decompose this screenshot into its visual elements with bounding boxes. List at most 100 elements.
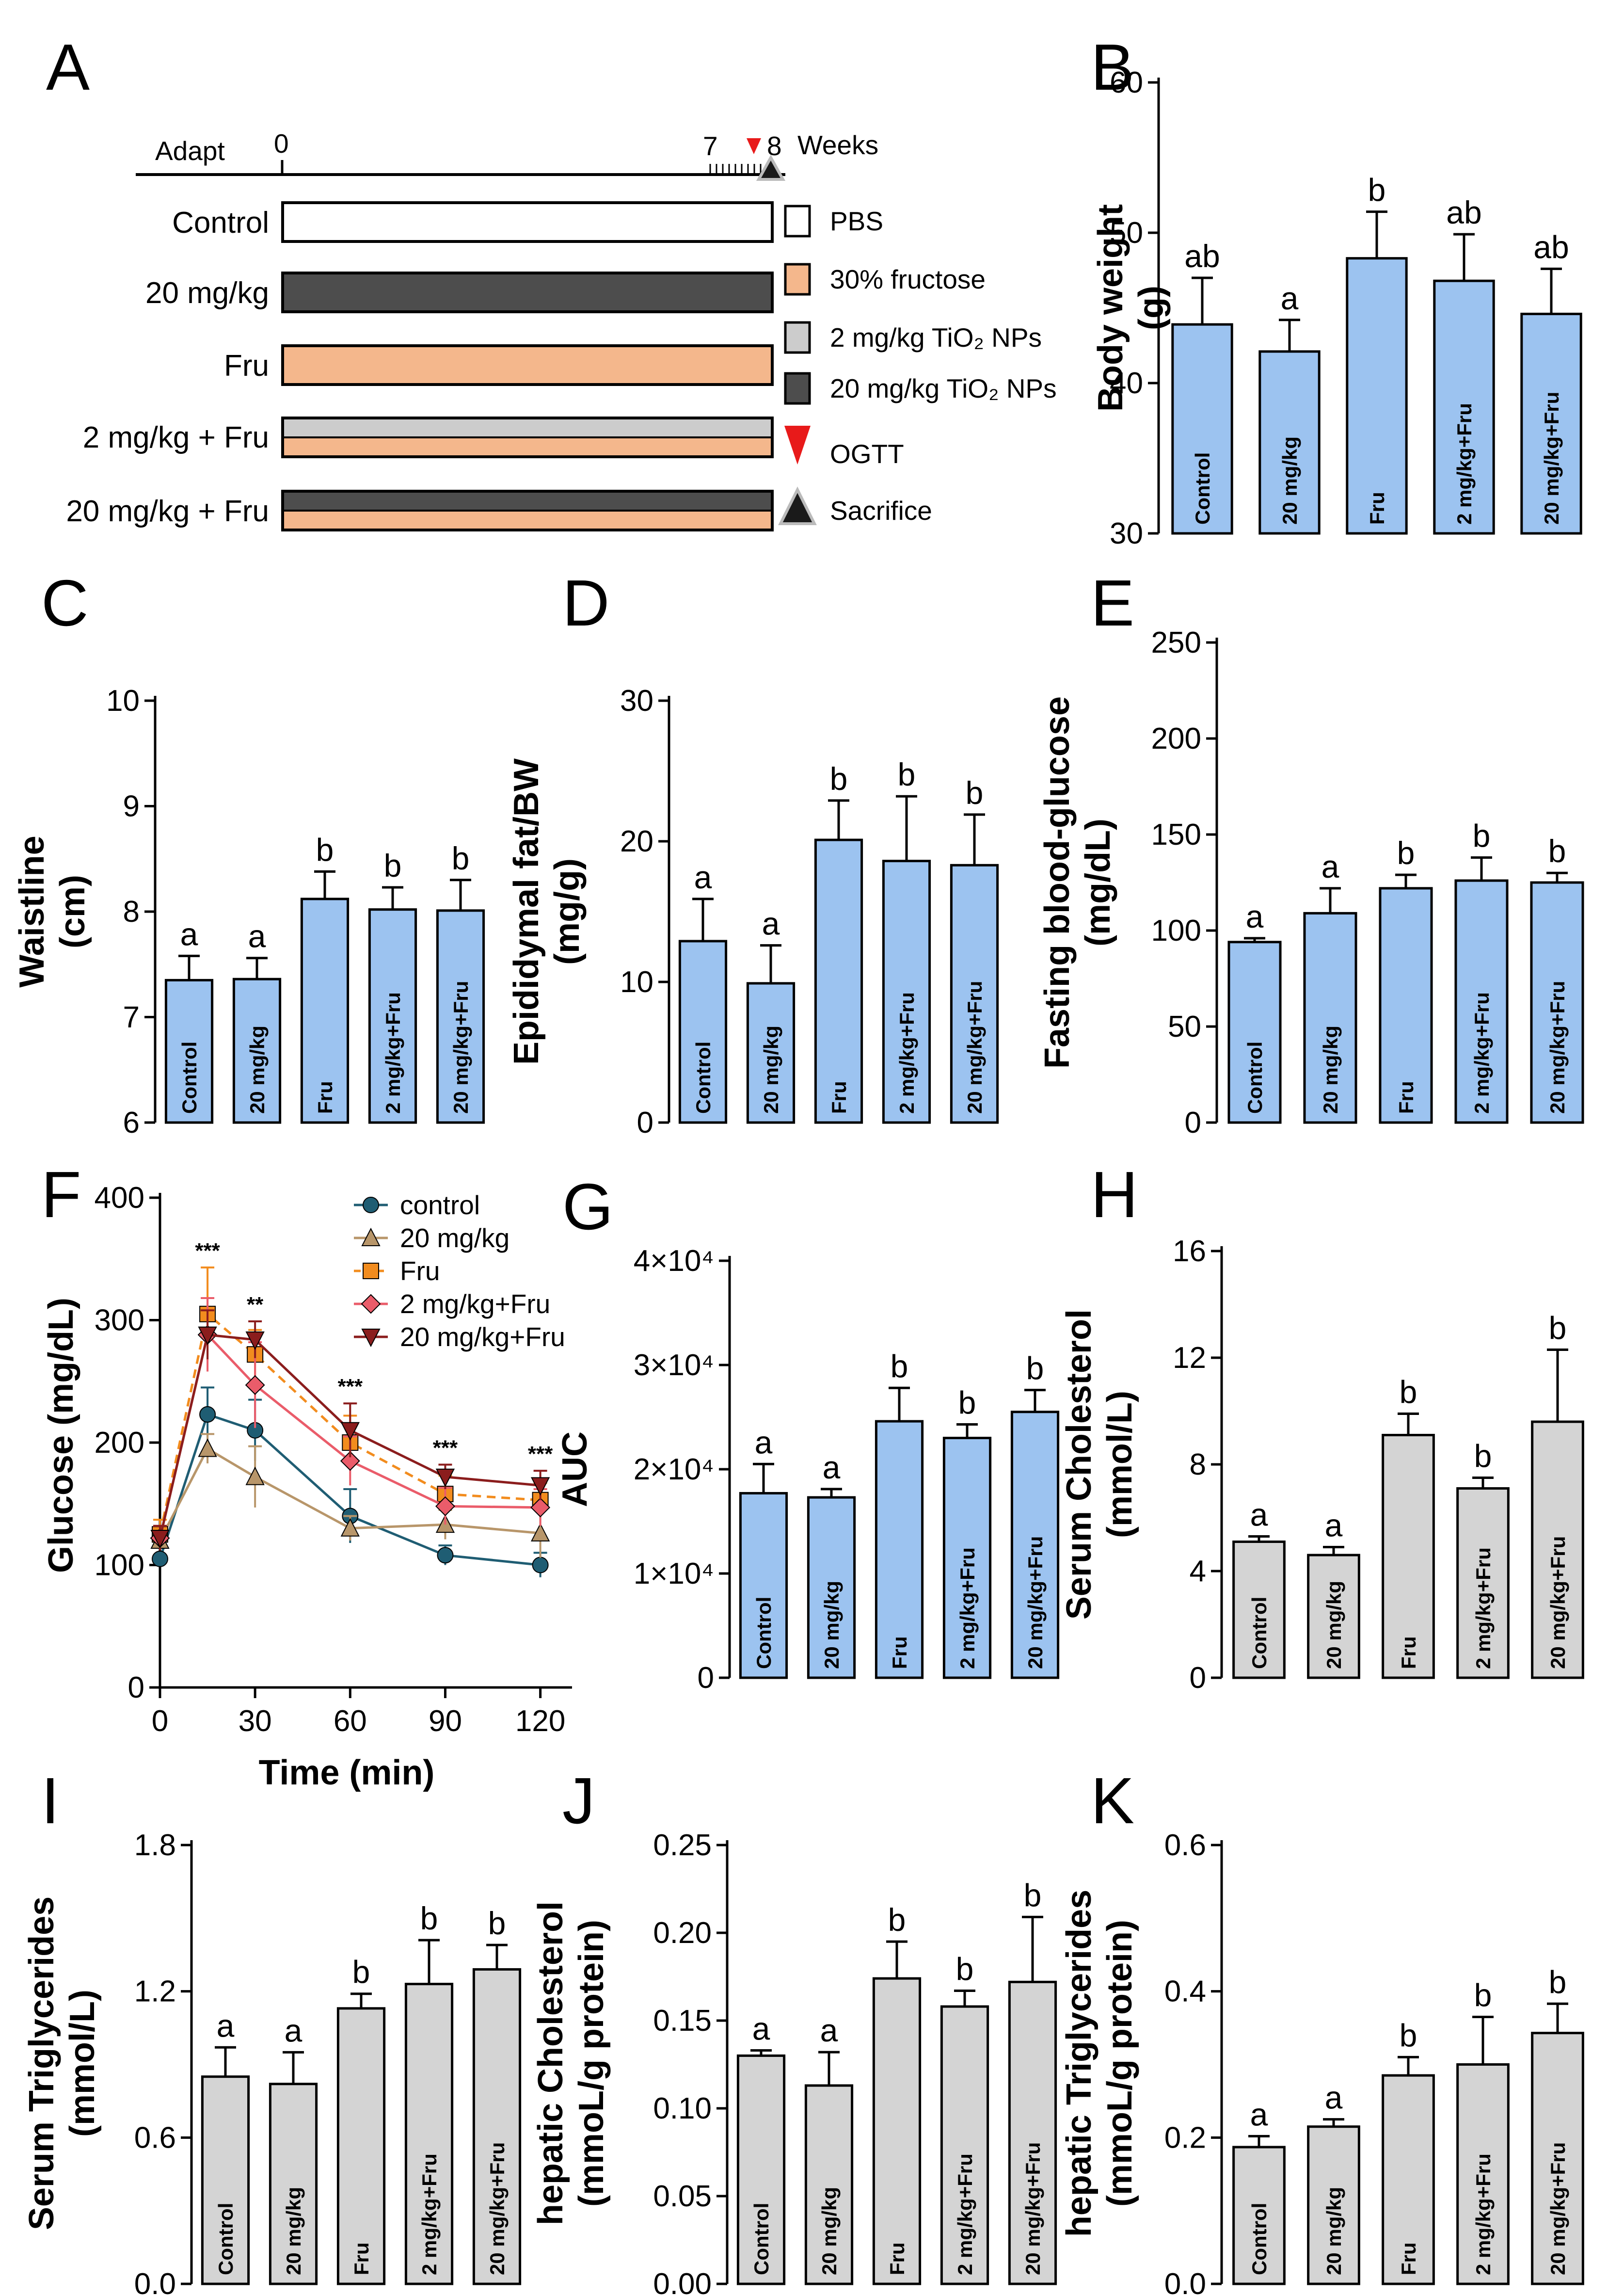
bar (739, 1492, 788, 1679)
significance-letter: a (694, 859, 712, 895)
bar (804, 2084, 854, 2285)
y-tick-label: 0.2 (1164, 2121, 1206, 2154)
significance-letter: a (1325, 2080, 1343, 2116)
group-label-fru: Fru (224, 349, 269, 383)
y-tick-label: 1.2 (134, 1975, 176, 2008)
y-tick-label: 0.25 (653, 1829, 712, 1862)
data-point (530, 1497, 551, 1518)
panel-label: D (562, 566, 610, 640)
category-label: 20 mg/kg+Fru (1021, 2142, 1044, 2275)
category-label: 2 mg/kg+Fru (895, 992, 918, 1114)
y-tick-label: 0.10 (653, 2092, 712, 2125)
panel-label: H (1091, 1158, 1138, 1231)
category-label: 20 mg/kg (1278, 436, 1301, 525)
x-axis-title: Time (min) (259, 1753, 435, 1792)
category-label: 20 mg/kg (1319, 1026, 1342, 1114)
legend-label-fructose: 30% fructose (830, 264, 986, 294)
x-tick-label: 120 (515, 1704, 565, 1738)
significance-letter: b (1549, 1310, 1567, 1346)
legend-marker (363, 1197, 379, 1213)
group-bar-fru (281, 344, 774, 386)
category-label: 20 mg/kg (1322, 1581, 1345, 1669)
significance-letter: a (1281, 280, 1299, 316)
data-point (340, 1422, 360, 1441)
y-axis-title-line: (mg/dL) (1079, 819, 1117, 947)
y-tick-label: 1.8 (134, 1829, 176, 1862)
data-point (152, 1550, 168, 1567)
category-label: 2 mg/kg+Fru (1453, 403, 1476, 525)
y-axis-title-line: (mmoL/g protein) (1100, 1920, 1139, 2207)
y-tick-label: 9 (123, 790, 140, 823)
timeline-day-ticks (709, 164, 768, 175)
data-point (437, 1547, 454, 1564)
panel-label: I (41, 1764, 60, 1837)
bar (336, 2007, 386, 2285)
bar (1382, 1434, 1435, 1679)
legend-label: 20 mg/kg (400, 1223, 509, 1253)
panel-label: J (562, 1764, 595, 1837)
significance-letter: a (755, 1424, 773, 1460)
serum-cholesterol-chart: 0 4 8 12 16 Control a 20 mg/kg a Fru b 2 mg/kg+Fru b… (1060, 1235, 1584, 1695)
bar (164, 979, 214, 1124)
category-label: Fru (314, 1081, 336, 1114)
data-point (199, 1406, 216, 1423)
bar (1531, 1420, 1584, 1679)
y-tick-label: 0.15 (653, 2004, 712, 2038)
y-tick-label: 30 (1110, 517, 1143, 550)
y-tick-label: 0.6 (134, 2121, 176, 2154)
series-line (159, 1312, 541, 1535)
data-point (198, 1438, 217, 1457)
bar (872, 1977, 922, 2285)
y-tick-label: 0.00 (653, 2267, 712, 2296)
waistline-chart: 6 7 8 9 10 Control a 20 mg/kg a Fru b 2 mg/kg+Fru b 2… (13, 684, 485, 1140)
ogtt-marker-icon (747, 138, 761, 154)
bar (1379, 887, 1433, 1124)
y-tick-label: 7 (123, 1001, 140, 1034)
y-axis-title: Body weight(g) (1091, 204, 1171, 412)
data-point (340, 1518, 360, 1537)
category-label: Fru (1366, 492, 1388, 525)
significance-letter: b (966, 775, 984, 811)
significance-letter: a (1250, 2096, 1268, 2132)
y-axis-title: Serum Triglycerides(mmol/L) (22, 1896, 102, 2230)
bar (1232, 2146, 1286, 2285)
group-label-control: Control (172, 206, 269, 240)
significance-letter: b (898, 756, 916, 792)
bar (942, 1437, 992, 1679)
bar (1346, 257, 1408, 535)
panel-h: H 0 4 8 12 16 Control a 20 mg/kg a Fru b 2 mg/kg+Fr… (1060, 1158, 1584, 1695)
panel-label: K (1091, 1764, 1134, 1837)
group-bar-20mg (281, 272, 774, 313)
bar (678, 940, 728, 1124)
significance-letter: b (958, 1385, 976, 1421)
category-label: Control (1248, 1597, 1271, 1669)
epididymal-fat-chart: 0 10 20 30 Control a 20 mg/kg a Fru b 2 mg/kg+Fru b… (507, 684, 999, 1140)
significance-stars: ** (247, 1293, 264, 1317)
y-axis-title-line: (mg/g) (548, 858, 587, 965)
category-label: 20 mg/kg+Fru (1024, 1536, 1047, 1669)
category-label: Fru (886, 2242, 908, 2275)
y-axis-title-line: hepatic Triglycerides (1060, 1890, 1099, 2237)
y-tick-label: 250 (1151, 626, 1201, 659)
category-label: Fru (350, 2242, 373, 2275)
legend-label-low-tio2: 2 mg/kg TiO₂ NPs (830, 322, 1042, 353)
y-tick-label: 20 (620, 825, 653, 858)
legend-swatch-high-tio2 (784, 372, 811, 405)
significance-letter: b (488, 1905, 506, 1941)
panel-label: A (46, 31, 90, 104)
bar (882, 860, 931, 1124)
significance-letter: b (830, 761, 848, 797)
category-label: Control (178, 1042, 201, 1114)
significance-letter: b (1474, 1438, 1492, 1474)
hepatic-cholesterol-chart: 0.00 0.05 0.10 0.15 0.20 0.25 Control a 20 mg/kg… (531, 1829, 1057, 2296)
panel-f: F 0 100 200 300 400 0 30 60 90 120 Time (min) Gluco… (41, 1158, 572, 1792)
y-tick-label: 50 (1110, 216, 1143, 250)
panel-label: E (1091, 566, 1134, 640)
series-line (159, 1333, 541, 1539)
panel-j: J 0.00 0.05 0.10 0.15 0.20 0.25 Control a 20 mg/… (531, 1764, 1057, 2296)
y-tick-label: 10 (620, 965, 653, 999)
series-line (159, 1413, 541, 1566)
legend-swatch-low-tio2 (784, 321, 811, 354)
